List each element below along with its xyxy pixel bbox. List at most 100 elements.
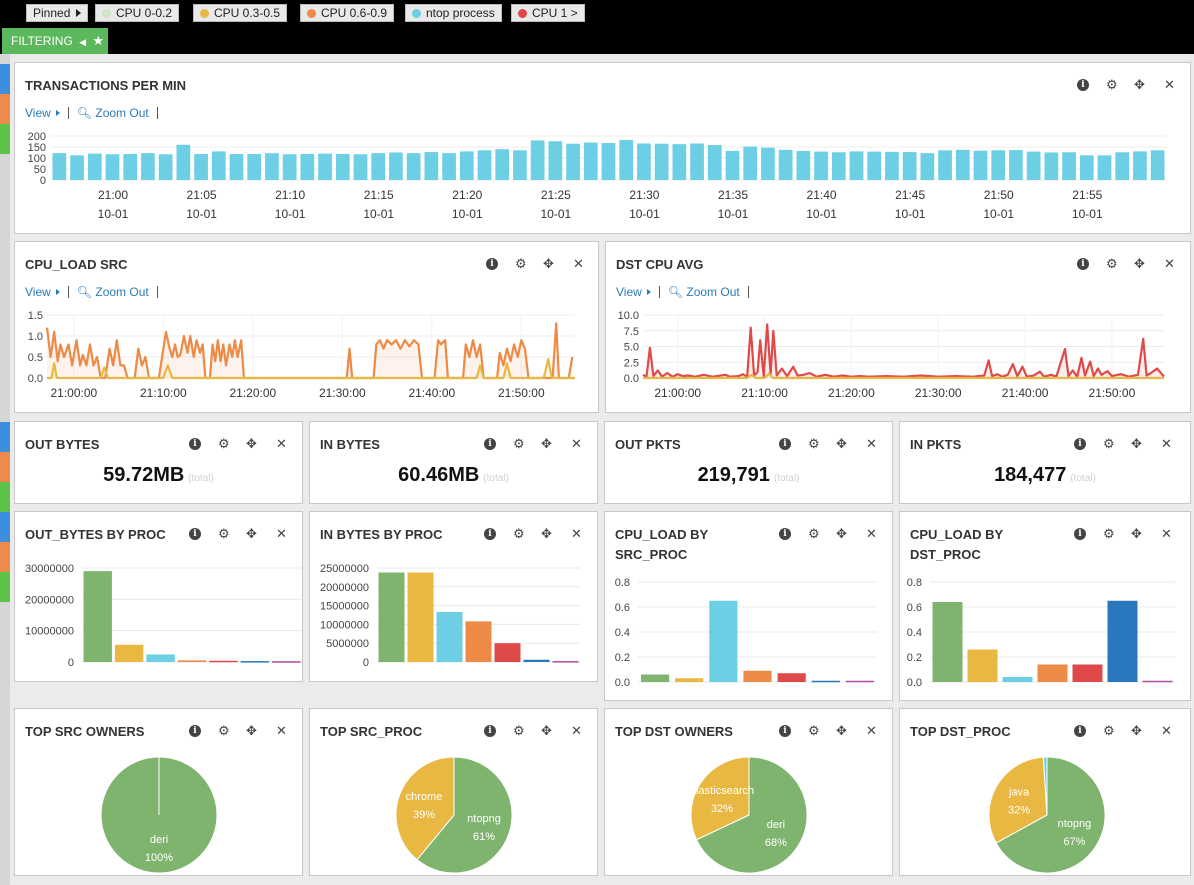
close-icon[interactable]: ✕ (571, 723, 582, 738)
series-line (45, 322, 574, 380)
legend-item-cpu-0.6-0.9[interactable]: CPU 0.6-0.9 (300, 4, 395, 22)
gear-icon[interactable]: ⚙ (218, 526, 230, 541)
info-icon[interactable]: i (779, 725, 791, 737)
info-icon[interactable]: i (1074, 438, 1086, 450)
close-icon[interactable]: ✕ (1161, 723, 1172, 738)
bar (176, 144, 191, 180)
move-icon[interactable]: ✥ (246, 723, 257, 738)
close-icon[interactable]: ✕ (1164, 77, 1175, 92)
gear-icon[interactable]: ⚙ (513, 436, 525, 451)
side-tab[interactable] (0, 64, 10, 94)
gear-icon[interactable]: ⚙ (808, 526, 820, 541)
info-icon[interactable]: i (1077, 79, 1089, 91)
gear-icon[interactable]: ⚙ (1106, 77, 1118, 92)
info-icon[interactable]: i (486, 258, 498, 270)
zoom-out-button[interactable]: 🔍︎ Zoom Out (76, 285, 149, 299)
star-icon: ★ (92, 33, 105, 48)
zoom-out-button[interactable]: 🔍︎ Zoom Out (667, 285, 740, 299)
y-tick-label: 0.6 (615, 602, 630, 614)
legend-item-ntop-process[interactable]: ntop process (405, 4, 502, 22)
info-icon[interactable]: i (1077, 258, 1089, 270)
y-tick-label: 0.6 (907, 602, 922, 614)
side-tab[interactable] (0, 542, 10, 572)
close-icon[interactable]: ✕ (1161, 526, 1172, 541)
view-menu[interactable]: View (25, 106, 60, 120)
move-icon[interactable]: ✥ (246, 436, 257, 451)
legend-label: CPU 0.3-0.5 (214, 6, 281, 20)
info-icon[interactable]: i (1074, 725, 1086, 737)
move-icon[interactable]: ✥ (1131, 723, 1142, 738)
info-icon[interactable]: i (779, 528, 791, 540)
move-icon[interactable]: ✥ (541, 436, 552, 451)
y-tick-label: 100 (28, 153, 46, 165)
side-tab[interactable] (0, 482, 10, 512)
info-icon[interactable]: i (189, 725, 201, 737)
bar (849, 151, 864, 180)
move-icon[interactable]: ✥ (541, 723, 552, 738)
side-tab[interactable] (0, 124, 10, 154)
move-icon[interactable]: ✥ (836, 436, 847, 451)
view-menu[interactable]: View (616, 285, 651, 299)
info-icon[interactable]: i (484, 438, 496, 450)
pinned-button[interactable]: Pinned (26, 4, 89, 22)
legend-item-cpu-0-0.2[interactable]: CPU 0-0.2 (95, 4, 180, 22)
info-icon[interactable]: i (484, 725, 496, 737)
move-icon[interactable]: ✥ (246, 526, 257, 541)
move-icon[interactable]: ✥ (1134, 77, 1145, 92)
gear-icon[interactable]: ⚙ (1103, 723, 1115, 738)
zoom-out-button[interactable]: 🔍︎ Zoom Out (76, 106, 149, 120)
close-icon[interactable]: ✕ (1161, 436, 1172, 451)
out-pkts-panel: OUT PKTS i ⚙ ✥ ✕ 219,791 (total) (604, 421, 893, 504)
caret-right-icon (55, 289, 60, 295)
info-icon[interactable]: i (484, 528, 496, 540)
close-icon[interactable]: ✕ (276, 723, 287, 738)
move-icon[interactable]: ✥ (541, 526, 552, 541)
close-icon[interactable]: ✕ (276, 436, 287, 451)
legend-item-cpu-0.3-0.5[interactable]: CPU 0.3-0.5 (193, 4, 288, 22)
y-tick-label: 0.4 (907, 627, 922, 639)
bar (552, 661, 579, 663)
side-tab[interactable] (0, 452, 10, 482)
gear-icon[interactable]: ⚙ (1103, 526, 1115, 541)
close-icon[interactable]: ✕ (1164, 256, 1175, 271)
pie-percent: 61% (473, 831, 495, 843)
gear-icon[interactable]: ⚙ (218, 436, 230, 451)
close-icon[interactable]: ✕ (866, 723, 877, 738)
close-icon[interactable]: ✕ (866, 436, 877, 451)
side-tab[interactable] (0, 512, 10, 542)
close-icon[interactable]: ✕ (866, 526, 877, 541)
info-icon[interactable]: i (779, 438, 791, 450)
move-icon[interactable]: ✥ (543, 256, 554, 271)
gear-icon[interactable]: ⚙ (515, 256, 527, 271)
side-tab[interactable] (0, 94, 10, 124)
gear-icon[interactable]: ⚙ (218, 723, 230, 738)
close-icon[interactable]: ✕ (571, 436, 582, 451)
gear-icon[interactable]: ⚙ (513, 723, 525, 738)
gear-icon[interactable]: ⚙ (513, 526, 525, 541)
info-icon[interactable]: i (189, 528, 201, 540)
gear-icon[interactable]: ⚙ (1103, 436, 1115, 451)
move-icon[interactable]: ✥ (1131, 526, 1142, 541)
bar (778, 149, 793, 180)
gear-icon[interactable]: ⚙ (808, 723, 820, 738)
side-tab[interactable] (0, 422, 10, 452)
move-icon[interactable]: ✥ (1134, 256, 1145, 271)
top-dst-owners-chart: deri 68% elasticsearch 32% (690, 756, 808, 874)
close-icon[interactable]: ✕ (573, 256, 584, 271)
move-icon[interactable]: ✥ (1131, 436, 1142, 451)
filtering-button[interactable]: FILTERING ◀ ★ (2, 28, 108, 54)
close-icon[interactable]: ✕ (276, 526, 287, 541)
info-icon[interactable]: i (1074, 528, 1086, 540)
gear-icon[interactable]: ⚙ (1106, 256, 1118, 271)
close-icon[interactable]: ✕ (571, 526, 582, 541)
x-tick-label: 21:10 (275, 188, 305, 202)
y-tick-label: 0.0 (907, 677, 922, 689)
side-tab[interactable] (0, 572, 10, 602)
move-icon[interactable]: ✥ (836, 723, 847, 738)
view-menu[interactable]: View (25, 285, 60, 299)
gear-icon[interactable]: ⚙ (808, 436, 820, 451)
bar (52, 153, 67, 180)
info-icon[interactable]: i (189, 438, 201, 450)
legend-item-cpu-1-plus[interactable]: CPU 1 > (511, 4, 585, 22)
move-icon[interactable]: ✥ (836, 526, 847, 541)
